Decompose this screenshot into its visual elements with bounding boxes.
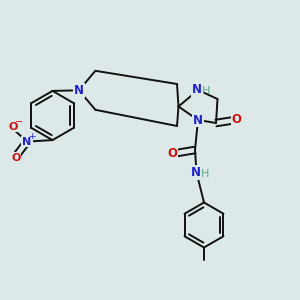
Text: N: N xyxy=(192,83,202,97)
Text: N: N xyxy=(74,84,84,97)
Text: N: N xyxy=(190,166,201,179)
Text: O: O xyxy=(11,153,21,163)
Text: O: O xyxy=(167,147,177,160)
Text: N: N xyxy=(193,113,203,127)
Text: O: O xyxy=(9,122,18,132)
Text: H: H xyxy=(201,169,209,179)
Text: O: O xyxy=(232,113,242,126)
Text: +: + xyxy=(28,132,35,141)
Text: N: N xyxy=(22,136,32,147)
Text: H: H xyxy=(202,86,211,97)
Text: −: − xyxy=(15,117,23,127)
